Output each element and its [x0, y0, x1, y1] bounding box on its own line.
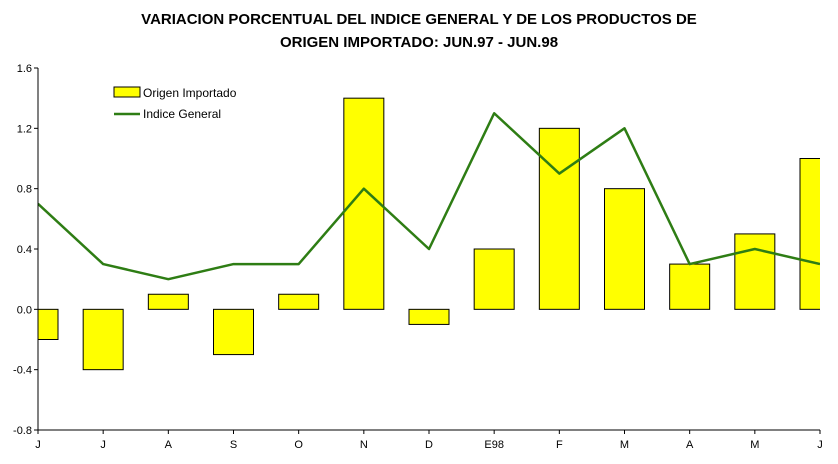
x-tick-label: J — [35, 439, 41, 451]
y-tick-label: -0.4 — [13, 365, 32, 377]
bar — [408, 308, 450, 325]
x-tick-label: J — [100, 439, 106, 451]
bar — [147, 293, 189, 310]
y-tick-label: 0.0 — [17, 304, 32, 316]
x-tick-label: M — [750, 439, 759, 451]
y-tick-label: -0.8 — [13, 425, 32, 437]
x-tick-label: A — [165, 439, 173, 451]
x-tick-label: O — [294, 439, 303, 451]
bar — [82, 308, 124, 371]
bar — [799, 158, 820, 310]
bar — [473, 248, 515, 310]
bar — [734, 233, 776, 310]
bar — [278, 293, 320, 310]
x-tick-label: E98 — [484, 439, 504, 451]
x-tick-label: S — [230, 439, 237, 451]
chart-title-line1: VARIACION PORCENTUAL DEL INDICE GENERAL … — [141, 11, 697, 28]
x-tick-label: M — [620, 439, 629, 451]
legend-bar-swatch — [113, 86, 141, 98]
indice-general-line — [38, 112, 820, 281]
x-tick-label: D — [425, 439, 433, 451]
bar — [213, 308, 254, 356]
bar — [604, 188, 645, 310]
y-tick-label: 0.4 — [17, 244, 32, 256]
legend-label-origen: Origen Importado — [143, 86, 237, 100]
y-tick-label: 0.8 — [17, 184, 32, 196]
bar-series — [38, 97, 820, 371]
x-tick-label: J — [817, 439, 823, 451]
legend: Origen Importado Indice General — [113, 86, 237, 121]
x-tick-label: F — [556, 439, 563, 451]
bar — [669, 263, 711, 310]
x-tick-label: A — [686, 439, 694, 451]
bar — [538, 127, 580, 310]
y-tick-label: 1.2 — [17, 123, 32, 135]
x-tick-label: N — [360, 439, 368, 451]
legend-label-indice: Indice General — [143, 107, 221, 121]
y-tick-label: 1.6 — [17, 63, 32, 75]
chart-title-line2: ORIGEN IMPORTADO: JUN.97 - JUN.98 — [279, 34, 559, 51]
bar — [38, 308, 59, 341]
